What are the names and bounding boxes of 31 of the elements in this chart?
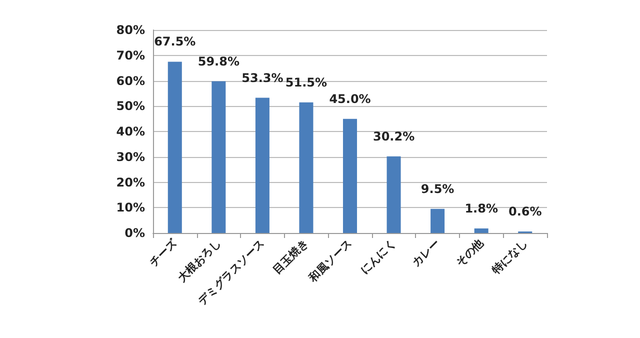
bar	[255, 98, 270, 233]
data-label: 45.0%	[329, 92, 371, 106]
data-label: 53.3%	[242, 70, 284, 85]
y-tick-label: 0%	[124, 226, 145, 240]
y-tick-label: 70%	[116, 48, 145, 62]
bar	[299, 102, 314, 233]
bar	[342, 118, 358, 233]
y-tick-label: 50%	[116, 99, 145, 114]
bar	[168, 62, 182, 233]
y-tick-label: 60%	[116, 74, 145, 88]
y-tick-label: 80%	[116, 23, 145, 37]
x-tick-label: 特になし	[488, 236, 530, 278]
y-tick-label: 20%	[116, 175, 145, 190]
data-label: 51.5%	[285, 75, 328, 90]
y-tick-label: 10%	[116, 200, 145, 215]
x-tick-label: チーズ	[146, 236, 180, 269]
bar	[212, 81, 226, 233]
data-label: 67.5%	[154, 34, 196, 49]
bar	[430, 208, 445, 233]
x-tick-label: にんにく	[358, 236, 398, 277]
data-label: 1.8%	[464, 201, 498, 216]
x-tick-label: その他	[453, 236, 487, 269]
bar	[386, 156, 401, 233]
y-tick-label: 30%	[116, 150, 145, 164]
bar	[474, 228, 488, 233]
data-label: 9.5%	[420, 182, 454, 196]
x-tick-label: カレー	[410, 236, 442, 269]
data-label: 59.8%	[198, 54, 240, 68]
y-tick-label: 40%	[116, 124, 145, 138]
data-label: 30.2%	[372, 129, 415, 144]
data-label: 0.6%	[508, 204, 542, 218]
